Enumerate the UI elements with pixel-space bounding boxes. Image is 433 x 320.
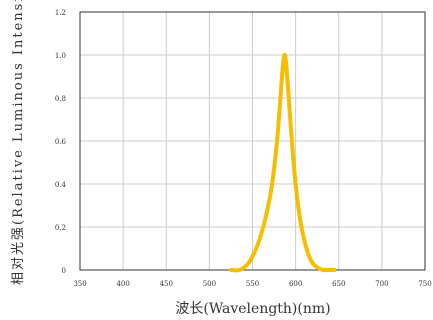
x-tick-label: 700 — [375, 280, 388, 288]
y-tick-label: 0.6 — [55, 138, 67, 146]
x-tick-label: 400 — [116, 280, 129, 288]
series-layer — [228, 52, 337, 273]
y-tick-label: 1.2 — [55, 9, 66, 17]
y-tick-label: 0.2 — [55, 224, 66, 232]
x-tick-label: 450 — [160, 280, 173, 288]
spectrum-curve — [228, 52, 337, 273]
x-tick-label: 550 — [246, 280, 259, 288]
y-tick-label: 0.4 — [55, 181, 67, 189]
y-tick-labels: 0 0.2 0.4 0.6 0.8 1.0 1.2 — [55, 9, 67, 275]
x-tick-label: 750 — [418, 280, 431, 288]
x-tick-label: 600 — [289, 280, 302, 288]
y-tick-label: 0.8 — [55, 95, 66, 103]
y-axis-label: 相对光强(Relative Luminous Intensity) — [11, 0, 26, 285]
x-axis-label: 波长(Wavelength)(nm) — [175, 301, 330, 317]
plot-frame — [79, 11, 426, 271]
x-tick-label: 500 — [203, 280, 216, 288]
y-tick-label: 0 — [62, 267, 66, 275]
x-tick-label: 350 — [73, 280, 86, 288]
y-tick-label: 1.0 — [55, 52, 66, 60]
grid — [80, 12, 425, 270]
x-tick-labels: 350 400 450 500 550 600 650 700 750 — [73, 280, 431, 288]
x-tick-label: 650 — [332, 280, 345, 288]
